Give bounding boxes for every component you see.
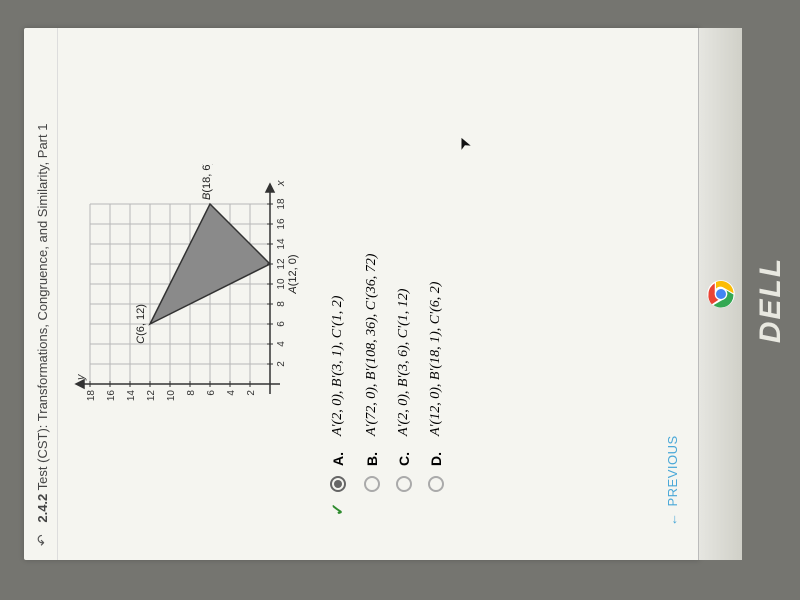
svg-text:16: 16	[276, 218, 287, 230]
answer-option-c[interactable]: C. A'(2, 0), B'(3, 6), C'(1, 12)	[388, 52, 420, 516]
test-number: 2.4.2	[35, 494, 50, 523]
svg-text:10: 10	[166, 390, 177, 402]
svg-text:x: x	[275, 180, 287, 187]
radio-a[interactable]	[330, 476, 346, 492]
svg-text:6: 6	[206, 390, 217, 396]
answer-text: A'(2, 0), B'(3, 6), C'(1, 12)	[396, 289, 412, 436]
radio-d[interactable]	[428, 476, 444, 492]
answer-letter: B.	[364, 446, 380, 466]
svg-text:10: 10	[276, 278, 287, 290]
arrow-left-icon: ←	[665, 513, 680, 527]
radio-c[interactable]	[396, 476, 412, 492]
svg-text:8: 8	[186, 390, 197, 396]
svg-text:8: 8	[276, 301, 287, 307]
svg-text:14: 14	[276, 238, 287, 250]
svg-text:2: 2	[246, 390, 257, 396]
taskbar	[698, 28, 742, 560]
svg-text:4: 4	[276, 341, 287, 347]
answer-text: A'(12, 0), B'(18, 1), C'(6, 2)	[428, 282, 444, 436]
coordinate-graph: 2 4 6 8 10 12 14 16 18 2 4 6 8 10 12 14 16 18 y x C(…	[70, 164, 310, 424]
back-icon[interactable]: ↶	[34, 534, 51, 546]
svg-text:14: 14	[126, 390, 137, 402]
svg-text:A(12, 0): A(12, 0)	[287, 254, 299, 294]
svg-text:12: 12	[146, 390, 157, 402]
previous-button[interactable]: ←PREVIOUS	[655, 42, 690, 546]
svg-text:18: 18	[276, 198, 287, 210]
answer-text: A'(72, 0), B'(108, 36), C'(36, 72)	[364, 254, 380, 436]
cursor-icon: ➤	[452, 133, 476, 154]
svg-text:B(18, 6): B(18, 6)	[201, 164, 213, 200]
svg-text:2: 2	[276, 361, 287, 367]
answer-letter: A.	[330, 446, 346, 466]
answer-letter: D.	[428, 446, 444, 466]
svg-text:16: 16	[106, 390, 117, 402]
answer-option-a[interactable]: ✓ A. A'(2, 0), B'(3, 1), C'(1, 2)	[320, 52, 356, 516]
answer-text: A'(2, 0), B'(3, 1), C'(1, 2)	[330, 296, 346, 436]
check-icon: ✓	[328, 502, 348, 516]
test-title: Transformations, Congruence, and Similar…	[35, 124, 50, 422]
answer-option-d[interactable]: D. A'(12, 0), B'(18, 1), C'(6, 2)	[420, 52, 452, 516]
chrome-icon[interactable]	[706, 279, 736, 309]
svg-text:y: y	[75, 373, 87, 381]
answer-list: ✓ A. A'(2, 0), B'(3, 1), C'(1, 2) B. A'(…	[312, 42, 452, 546]
test-label: Test (CST):	[35, 421, 50, 490]
answer-letter: C.	[396, 446, 412, 466]
svg-text:12: 12	[276, 258, 287, 270]
svg-text:18: 18	[86, 390, 97, 402]
svg-text:6: 6	[276, 321, 287, 327]
svg-text:C(6, 12): C(6, 12)	[135, 304, 147, 344]
answer-option-b[interactable]: B. A'(72, 0), B'(108, 36), C'(36, 72)	[356, 52, 388, 516]
dell-logo: DELL	[754, 0, 788, 600]
svg-text:4: 4	[226, 390, 237, 396]
radio-b[interactable]	[364, 476, 380, 492]
